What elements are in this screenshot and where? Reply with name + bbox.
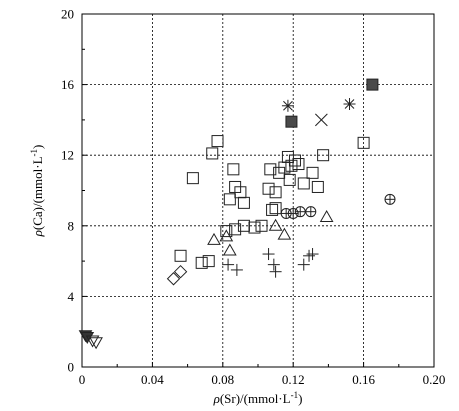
x-tick-label: 0.16: [352, 372, 375, 387]
open-square-point: [306, 166, 319, 179]
x-axis-label: ρ(Sr)/(mmol·L-1): [213, 390, 303, 406]
open-square-point: [227, 163, 240, 176]
y-tick-label: 8: [68, 218, 75, 233]
open-diamond-point: [173, 264, 188, 279]
plus-point: [222, 258, 235, 271]
x-tick-label: 0.12: [282, 372, 305, 387]
asterisk-point: [343, 98, 356, 111]
open-triangle-point: [277, 227, 292, 240]
open-square-point: [269, 202, 282, 215]
open-square-point: [174, 249, 187, 262]
open-square-point: [281, 150, 294, 163]
open-square-point: [186, 172, 199, 185]
open-square-point: [311, 180, 324, 193]
y-tick-label: 12: [61, 148, 74, 163]
y-axis-label: ρ(Ca)/(mmol·L-1): [29, 145, 45, 238]
open-square-point: [266, 203, 279, 216]
open-square-point: [195, 256, 208, 269]
open-square-point: [262, 182, 275, 195]
crossed-circle-point: [287, 207, 299, 219]
filled-square-point: [285, 115, 298, 128]
asterisk-point: [281, 99, 294, 112]
filled-square-point: [366, 78, 379, 91]
open-square-point: [255, 219, 268, 232]
open-square-point: [283, 173, 296, 186]
open-square-point: [248, 221, 261, 234]
grid-lines: [82, 14, 434, 367]
plot-frame: [81, 13, 435, 368]
plus-point: [267, 258, 280, 271]
y-tick-label: 0: [68, 360, 75, 375]
open-square-point: [220, 225, 233, 238]
y-tick-label: 20: [61, 7, 74, 22]
plus-point: [230, 263, 243, 276]
open-triangle-down-point: [89, 337, 103, 350]
open-triangle-point: [319, 209, 334, 222]
open-square-point: [297, 177, 310, 190]
y-tick-label: 16: [61, 77, 75, 92]
open-triangle-point: [219, 229, 234, 242]
x-cross-point: [315, 113, 328, 127]
plus-point: [262, 248, 275, 261]
open-square-point: [229, 223, 242, 236]
open-square-point: [264, 163, 277, 176]
open-triangle-point: [207, 232, 221, 245]
plus-point: [297, 258, 310, 271]
plus-point: [303, 249, 316, 262]
open-square-point: [211, 135, 224, 148]
y-tick-label: 4: [68, 289, 75, 304]
open-square-point: [288, 154, 301, 167]
y-axis-label-text: (Ca)/(mmol·L: [30, 156, 45, 230]
crossed-circle-point: [294, 206, 306, 218]
open-square-point: [237, 196, 250, 209]
axis-ticks: 0 0.04 0.08 0.12 0.16 0.20 0 4 8 12 16 20: [61, 7, 445, 388]
crossed-circle-point: [384, 193, 396, 205]
plus-point: [306, 248, 319, 261]
y-axis-label-exponent: -1: [29, 149, 39, 157]
data-points: [78, 78, 396, 350]
y-axis-label-rho: ρ: [30, 230, 45, 237]
open-diamond-point: [166, 272, 181, 286]
x-axis-label-exponent: -1: [291, 390, 299, 400]
open-square-point: [269, 186, 282, 199]
x-tick-label: 0.20: [423, 372, 446, 387]
x-axis-label-text: (Sr)/(mmol·L: [220, 391, 291, 406]
x-axis-label-close: ): [298, 391, 302, 406]
x-tick-label: 0.08: [211, 372, 234, 387]
open-triangle-down-point: [85, 335, 100, 348]
x-axis-label-rho: ρ: [213, 391, 220, 406]
open-square-point: [206, 147, 219, 160]
crossed-circle-point: [305, 206, 317, 218]
open-square-point: [292, 158, 305, 171]
x-tick-label: 0.04: [141, 372, 164, 387]
open-triangle-point: [222, 243, 237, 256]
plus-point: [269, 265, 282, 278]
open-square-point: [223, 193, 236, 206]
open-square-point: [202, 255, 215, 268]
open-square-point: [317, 149, 330, 162]
x-tick-label: 0: [79, 372, 86, 387]
open-square-point: [357, 136, 370, 149]
y-axis-label-close: ): [30, 145, 45, 149]
open-triangle-point: [268, 218, 283, 231]
